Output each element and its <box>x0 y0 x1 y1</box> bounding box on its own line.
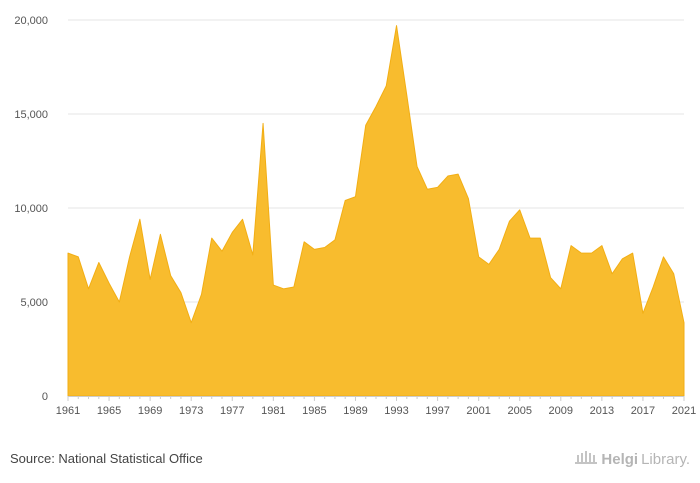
brand-name-light: Library. <box>641 451 690 468</box>
area-series <box>67 25 685 397</box>
y-tick-label: 0 <box>42 391 48 403</box>
x-tick-label: 2021 <box>672 405 696 417</box>
y-tick-label: 10,000 <box>14 203 48 215</box>
x-tick-label: 1985 <box>302 405 326 417</box>
x-tick-label: 2001 <box>466 405 490 417</box>
x-tick-label: 1973 <box>179 405 203 417</box>
brand-name-bold: Helgi <box>601 451 639 468</box>
x-tick-label: 2013 <box>590 405 614 417</box>
x-tick-label: 1961 <box>56 405 80 417</box>
x-tick-label: 1969 <box>138 405 162 417</box>
x-tick-label: 2009 <box>549 405 573 417</box>
y-tick-label: 5,000 <box>20 297 48 309</box>
x-tick-label: 2005 <box>507 405 531 417</box>
x-axis: 1961 1965 1969 1973 1977 1981 1985 1989 1993 1997… <box>56 396 696 417</box>
brand-logo: Helgi Library. <box>574 449 690 470</box>
x-tick-label: 2017 <box>631 405 655 417</box>
x-tick-label: 1965 <box>97 405 121 417</box>
x-tick-label: 1997 <box>425 405 449 417</box>
y-tick-label: 15,000 <box>14 109 48 121</box>
library-building-icon <box>574 449 598 470</box>
area-chart: 1961 1965 1969 1973 1977 1981 1985 1989 1993 1997… <box>14 15 696 417</box>
area-fill <box>67 25 685 397</box>
x-tick-label: 1993 <box>384 405 408 417</box>
y-tick-label: 20,000 <box>14 15 48 27</box>
x-tick-label: 1981 <box>261 405 285 417</box>
y-axis: 0 5,000 10,000 15,000 20,000 <box>14 15 48 403</box>
x-tick-label: 1989 <box>343 405 367 417</box>
x-tick-label: 1977 <box>220 405 244 417</box>
source-note: Source: National Statistical Office <box>10 451 203 466</box>
